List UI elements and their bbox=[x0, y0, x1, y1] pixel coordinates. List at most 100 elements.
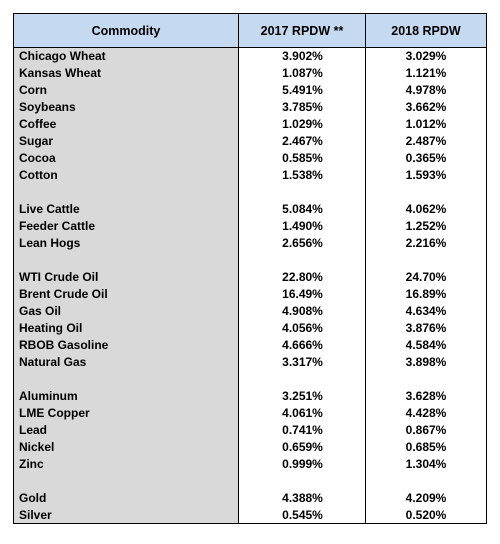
commodity-name: Zinc bbox=[19, 457, 44, 471]
table-row: Zinc 0.999% 1.304% bbox=[14, 456, 486, 473]
table-row: Gold 4.388% 4.209% bbox=[14, 490, 486, 507]
table-row: Lean Hogs 2.656% 2.216% bbox=[14, 235, 486, 252]
commodity-name: Cocoa bbox=[19, 151, 56, 165]
rpdw-2017-value: 1.087% bbox=[282, 66, 323, 80]
rpdw-2018-value: 3.898% bbox=[405, 355, 447, 369]
rpdw-2017-value: 1.538% bbox=[282, 168, 323, 182]
rpdw-2018-value: 4.634% bbox=[405, 304, 447, 318]
rpdw-2017-value: 5.084% bbox=[282, 202, 323, 216]
commodity-name: Natural Gas bbox=[19, 355, 87, 369]
rpdw-2018-value: 3.029% bbox=[405, 49, 447, 63]
table-row: RBOB Gasoline 4.666% 4.584% bbox=[14, 337, 486, 354]
commodity-name: Silver bbox=[19, 508, 52, 522]
rpdw-2017-value: 0.741% bbox=[282, 423, 323, 437]
rpdw-2017-value: 4.666% bbox=[282, 338, 323, 352]
table-row: Cotton 1.538% 1.593% bbox=[14, 167, 486, 184]
commodity-name: Brent Crude Oil bbox=[19, 287, 108, 301]
rpdw-2017-value: 22.80% bbox=[282, 270, 323, 284]
rpdw-2017-value: 16.49% bbox=[282, 287, 323, 301]
table-row: Brent Crude Oil 16.49% 16.89% bbox=[14, 286, 486, 303]
rpdw-2018-value: 0.685% bbox=[405, 440, 447, 454]
commodity-name: Corn bbox=[19, 83, 47, 97]
commodity-weights-table: Commodity 2017 RPDW ** 2018 RPDW Chicago… bbox=[13, 13, 487, 524]
table-row: LME Copper 4.061% 4.428% bbox=[14, 405, 486, 422]
rpdw-2018-value: 4.978% bbox=[405, 83, 447, 97]
commodity-name: Soybeans bbox=[19, 100, 76, 114]
rpdw-2017-value: 0.545% bbox=[282, 508, 323, 522]
rpdw-2018-value: 4.428% bbox=[405, 406, 447, 420]
table-row: Heating Oil 4.056% 3.876% bbox=[14, 320, 486, 337]
rpdw-2018-value: 0.867% bbox=[405, 423, 447, 437]
rpdw-2018-value: 3.662% bbox=[405, 100, 447, 114]
commodity-name: RBOB Gasoline bbox=[19, 338, 109, 352]
commodity-name: LME Copper bbox=[19, 406, 90, 420]
commodity-name: Nickel bbox=[19, 440, 55, 454]
commodity-name: Lead bbox=[19, 423, 48, 437]
commodity-name: Live Cattle bbox=[19, 202, 80, 216]
rpdw-2017-value: 3.902% bbox=[282, 49, 323, 63]
header-2018-rpdw: 2018 RPDW bbox=[366, 14, 486, 48]
commodity-name: Cotton bbox=[19, 168, 58, 182]
rpdw-2017-value: 4.388% bbox=[282, 491, 323, 505]
table-row: Aluminum 3.251% 3.628% bbox=[14, 388, 486, 405]
rpdw-2017-value: 4.056% bbox=[282, 321, 323, 335]
rpdw-2017-value: 2.467% bbox=[282, 134, 323, 148]
commodity-name: Coffee bbox=[19, 117, 57, 131]
table-row: Cocoa 0.585% 0.365% bbox=[14, 150, 486, 167]
table-row: Coffee 1.029% 1.012% bbox=[14, 116, 486, 133]
commodity-name: Feeder Cattle bbox=[19, 219, 96, 233]
rpdw-2017-value: 0.659% bbox=[282, 440, 323, 454]
header-2017-rpdw: 2017 RPDW ** bbox=[239, 14, 366, 48]
commodity-name: Gas Oil bbox=[19, 304, 62, 318]
rpdw-2017-value: 0.585% bbox=[282, 151, 323, 165]
rpdw-2018-value: 0.365% bbox=[405, 151, 447, 165]
rpdw-2018-value: 1.012% bbox=[405, 117, 447, 131]
rpdw-2018-value: 1.593% bbox=[405, 168, 447, 182]
rpdw-2017-value: 3.785% bbox=[282, 100, 323, 114]
rpdw-2018-value: 4.062% bbox=[405, 202, 447, 216]
rpdw-2018-value: 1.252% bbox=[405, 219, 447, 233]
table-row: Lead 0.741% 0.867% bbox=[14, 422, 486, 439]
table-row: Silver 0.545% 0.520% bbox=[14, 507, 486, 524]
header-commodity: Commodity bbox=[14, 14, 239, 48]
rpdw-2018-value: 0.520% bbox=[405, 508, 447, 522]
table-row: Corn 5.491% 4.978% bbox=[14, 82, 486, 99]
table-row: Sugar 2.467% 2.487% bbox=[14, 133, 486, 150]
rpdw-2018-value: 1.304% bbox=[405, 457, 447, 471]
table-row: WTI Crude Oil 22.80% 24.70% bbox=[14, 269, 486, 286]
rpdw-2018-value: 1.121% bbox=[405, 66, 447, 80]
rpdw-2017-value: 4.908% bbox=[282, 304, 323, 318]
table-row: Live Cattle 5.084% 4.062% bbox=[14, 201, 486, 218]
commodity-column-shading bbox=[14, 48, 239, 523]
rpdw-2017-value: 1.029% bbox=[282, 117, 323, 131]
rpdw-2018-value: 2.487% bbox=[405, 134, 447, 148]
rpdw-2017-value: 5.491% bbox=[282, 83, 323, 97]
rpdw-2017-column bbox=[239, 48, 366, 523]
rpdw-2018-value: 3.628% bbox=[405, 389, 447, 403]
rpdw-2017-value: 3.317% bbox=[282, 355, 323, 369]
rpdw-2017-value: 4.061% bbox=[282, 406, 323, 420]
commodity-name: Heating Oil bbox=[19, 321, 83, 335]
table-row: Gas Oil 4.908% 4.634% bbox=[14, 303, 486, 320]
table-row: Nickel 0.659% 0.685% bbox=[14, 439, 486, 456]
rpdw-2018-value: 16.89% bbox=[405, 287, 447, 301]
commodity-name: Lean Hogs bbox=[19, 236, 81, 250]
rpdw-2017-value: 1.490% bbox=[282, 219, 323, 233]
table-row: Soybeans 3.785% 3.662% bbox=[14, 99, 486, 116]
rpdw-2018-value: 2.216% bbox=[405, 236, 447, 250]
commodity-name: Aluminum bbox=[19, 389, 78, 403]
commodity-name: Kansas Wheat bbox=[19, 66, 102, 80]
rpdw-2018-value: 3.876% bbox=[405, 321, 447, 335]
table-row: Feeder Cattle 1.490% 1.252% bbox=[14, 218, 486, 235]
rpdw-2017-value: 3.251% bbox=[282, 389, 323, 403]
rpdw-2018-value: 4.584% bbox=[405, 338, 447, 352]
commodity-name: Chicago Wheat bbox=[19, 49, 106, 63]
rpdw-2017-value: 0.999% bbox=[282, 457, 323, 471]
commodity-name: Sugar bbox=[19, 134, 54, 148]
table-row: Kansas Wheat 1.087% 1.121% bbox=[14, 65, 486, 82]
table-row: Chicago Wheat 3.902% 3.029% bbox=[14, 48, 486, 65]
rpdw-2018-value: 4.209% bbox=[405, 491, 447, 505]
commodity-name: WTI Crude Oil bbox=[19, 270, 99, 284]
rpdw-2017-value: 2.656% bbox=[282, 236, 323, 250]
rpdw-2018-value: 24.70% bbox=[405, 270, 447, 284]
